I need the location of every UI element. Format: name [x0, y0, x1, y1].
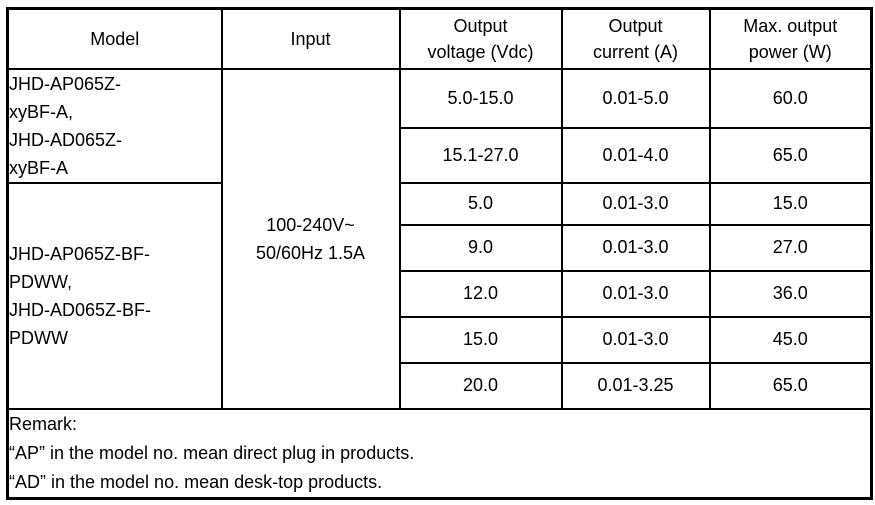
output-current-cell: 0.01-4.0 — [560, 126, 711, 184]
output-voltage-cell: 5.0-15.0 — [398, 67, 563, 129]
table-row: JHD-AP065Z- xyBF-A, JHD-AD065Z- xyBF-A 1… — [6, 67, 873, 410]
header-input: Input — [220, 7, 401, 70]
output-current-cell: 0.01-3.25 — [560, 361, 711, 410]
output-current-cell: 0.01-3.0 — [560, 181, 711, 226]
output-current-cell: 0.01-3.0 — [560, 269, 711, 318]
output-current-cell: 0.01-3.0 — [560, 315, 711, 364]
header-max-output-power: Max. output power (W) — [708, 7, 873, 70]
header-row: Model Input Output voltage (Vdc) Output … — [6, 7, 873, 70]
model-group-a-cell: JHD-AP065Z- xyBF-A, JHD-AD065Z- xyBF-A — [6, 67, 223, 184]
output-voltage-cell: 12.0 — [398, 269, 563, 318]
output-voltage-cell: 20.0 — [398, 361, 563, 410]
max-power-cell: 15.0 — [708, 181, 873, 226]
model-group-b-cell: JHD-AP065Z-BF- PDWW, JHD-AD065Z-BF- PDWW — [6, 181, 223, 410]
output-voltage-cell: 5.0 — [398, 181, 563, 226]
max-power-cell: 65.0 — [708, 361, 873, 410]
max-power-cell: 36.0 — [708, 269, 873, 318]
output-voltage-cell: 15.1-27.0 — [398, 126, 563, 184]
table-row: 15.0 0.01-3.0 45.0 — [8, 315, 873, 364]
header-output-current: Output current (A) — [560, 7, 711, 70]
table-row: 12.0 0.01-3.0 36.0 — [8, 269, 873, 318]
table-row: JHD-AP065Z-BF- PDWW, JHD-AD065Z-BF- PDWW… — [6, 181, 873, 410]
remark-row: Remark: “AP” in the model no. mean direc… — [6, 407, 873, 500]
max-power-cell: 45.0 — [708, 315, 873, 364]
output-voltage-cell: 15.0 — [398, 315, 563, 364]
remark-cell: Remark: “AP” in the model no. mean direc… — [6, 407, 873, 500]
header-output-voltage: Output voltage (Vdc) — [398, 7, 563, 70]
max-power-cell: 27.0 — [708, 223, 873, 272]
max-power-cell: 65.0 — [708, 126, 873, 184]
max-power-cell: 60.0 — [708, 67, 873, 129]
table-row: 9.0 0.01-3.0 27.0 — [8, 223, 873, 272]
output-current-cell: 0.01-5.0 — [560, 67, 711, 129]
output-current-cell: 0.01-3.0 — [560, 223, 711, 272]
table-row: 20.0 0.01-3.25 65.0 — [8, 361, 873, 410]
output-voltage-cell: 9.0 — [398, 223, 563, 272]
table-row: 15.1-27.0 0.01-4.0 65.0 — [8, 126, 873, 184]
power-spec-table: Model Input Output voltage (Vdc) Output … — [6, 7, 873, 500]
input-cell: 100-240V~ 50/60Hz 1.5A — [220, 67, 401, 410]
header-model: Model — [6, 7, 223, 70]
